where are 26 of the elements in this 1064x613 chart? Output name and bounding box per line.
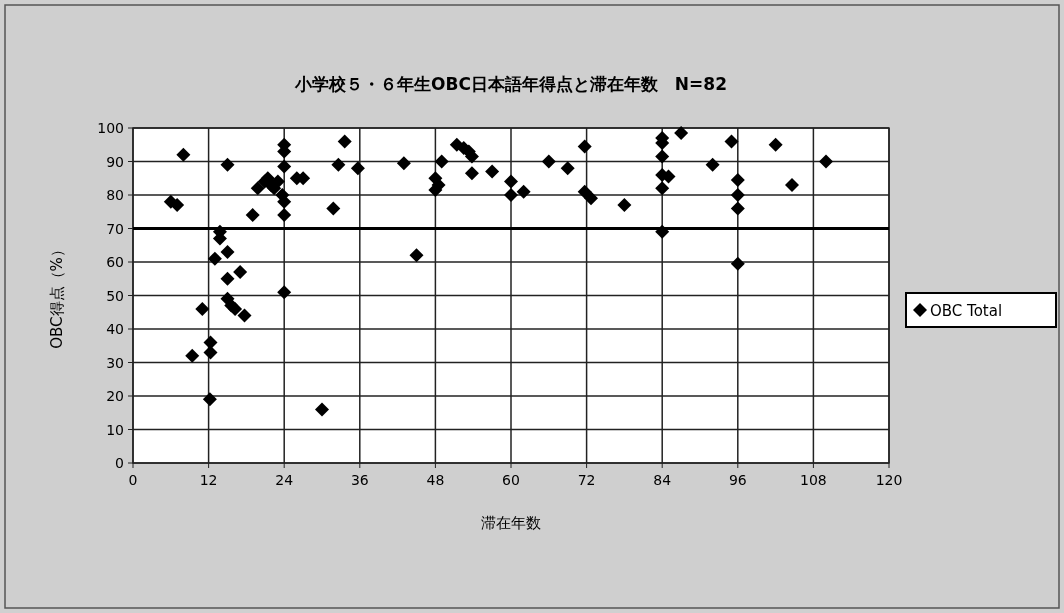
y-tick-label: 100 xyxy=(97,120,124,136)
x-tick-label: 60 xyxy=(502,472,520,488)
y-tick-label: 10 xyxy=(106,421,124,438)
x-tick-label: 36 xyxy=(350,472,369,488)
y-tick-label: 30 xyxy=(106,354,124,371)
legend-label: OBC Total xyxy=(930,302,1003,320)
x-tick-label: 120 xyxy=(875,472,903,488)
y-tick-label: 40 xyxy=(106,321,124,337)
y-axis-title: OBC得点（%） xyxy=(48,242,66,349)
x-tick-label: 108 xyxy=(800,472,827,488)
x-tick-label: 72 xyxy=(577,472,596,488)
x-tick-label: 24 xyxy=(275,472,294,488)
y-tick-label: 20 xyxy=(106,388,124,404)
y-tick-label: 90 xyxy=(106,153,124,170)
x-tick-label: 96 xyxy=(728,472,747,488)
y-tick-label: 70 xyxy=(106,220,124,237)
x-tick-label: 48 xyxy=(426,472,445,488)
x-tick-label: 84 xyxy=(653,472,672,488)
y-tick-label: 50 xyxy=(106,287,124,304)
x-tick-label: 12 xyxy=(199,472,218,488)
chart-title: 小学校５・６年生OBC日本語年得点と滞在年数 N=82 xyxy=(293,74,728,94)
y-tick-label: 0 xyxy=(115,455,124,471)
y-tick-label: 60 xyxy=(106,254,124,270)
y-tick-label: 80 xyxy=(106,187,124,203)
x-tick-label: 0 xyxy=(128,472,138,488)
x-axis-title: 滞在年数 xyxy=(481,514,541,532)
